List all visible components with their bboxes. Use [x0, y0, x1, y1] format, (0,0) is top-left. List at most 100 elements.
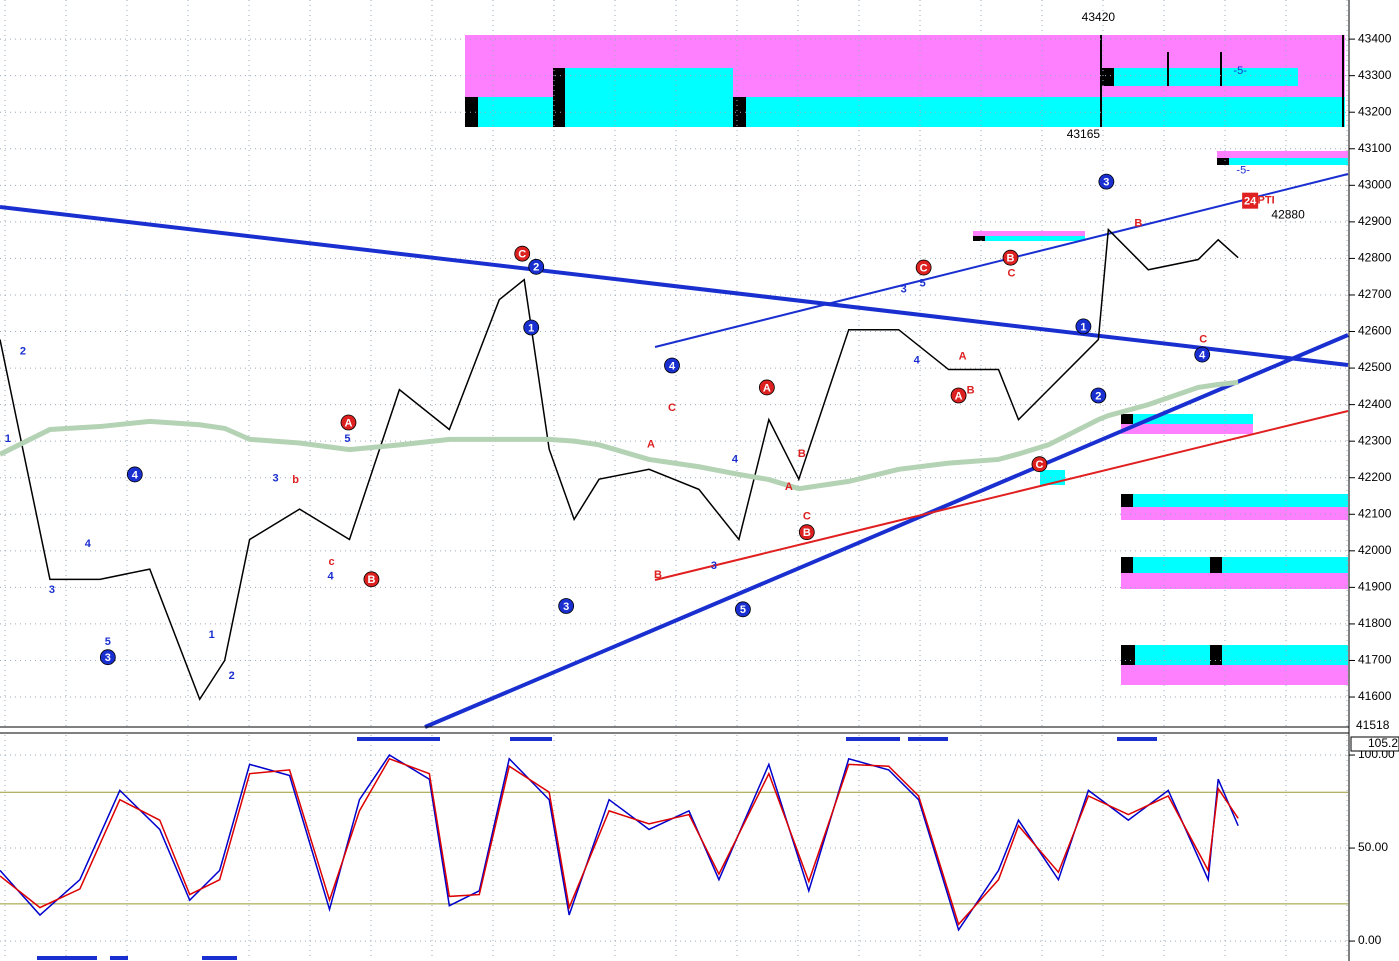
wave-label: A	[345, 417, 353, 429]
wave-label: B	[1134, 218, 1142, 230]
zone-marker	[1100, 68, 1114, 86]
wave-label: C	[668, 402, 676, 414]
wave-label: A	[647, 438, 655, 450]
price-label: 42880	[1271, 207, 1305, 221]
wave-label: C	[920, 262, 928, 274]
trendline	[654, 173, 1349, 348]
y-tick-label: 42200	[1358, 470, 1392, 484]
wave-label: 4	[85, 538, 92, 550]
zone-marker	[1121, 645, 1135, 665]
readout: 105.2	[1368, 736, 1398, 750]
y-tick-label: 42400	[1358, 397, 1392, 411]
wave-label: 5	[920, 278, 926, 290]
y-tick-label: 43400	[1358, 31, 1392, 45]
y-tick-label: 42300	[1358, 433, 1392, 447]
wave-label: C	[803, 510, 811, 522]
y-tick-label: 43000	[1358, 177, 1392, 191]
readout-box	[1350, 736, 1399, 752]
wave-label: A	[955, 390, 963, 402]
y-tick-label: 41800	[1358, 616, 1392, 630]
grid	[0, 0, 1348, 958]
trendlines	[0, 173, 1349, 729]
wave-label: B	[803, 527, 811, 539]
zone	[1121, 645, 1348, 665]
y-tick-label: 41700	[1358, 653, 1392, 667]
zone-marker	[1121, 557, 1133, 573]
wave-label: 3	[273, 472, 279, 484]
wave-circle	[1098, 173, 1115, 190]
trendline	[424, 333, 1349, 729]
wave-circle	[340, 414, 357, 431]
trendline	[0, 205, 1349, 367]
zone	[1217, 158, 1348, 165]
wave-label: 2	[20, 346, 26, 358]
wave-circle	[528, 258, 545, 275]
zone-marker	[465, 97, 478, 127]
wave-label: 1	[5, 433, 11, 445]
y-tick-label: 43300	[1358, 68, 1392, 82]
wave-label: 3	[563, 601, 569, 613]
zone	[1121, 414, 1253, 424]
readout-box	[1351, 719, 1399, 733]
wave-label: 3	[105, 652, 111, 664]
price-label: 43165	[1067, 127, 1101, 141]
wave-circle	[1031, 456, 1048, 473]
y-tick-label: 42500	[1358, 360, 1392, 374]
axis: 43400 43300 43200 43100 43000 42900 42800 42700…	[1349, 31, 1399, 947]
wave-label: 4	[732, 453, 739, 465]
wave-circle	[1194, 346, 1211, 363]
wave-label: PTI	[1258, 195, 1275, 207]
wave-circle	[1002, 249, 1019, 266]
zone-marker	[1121, 414, 1133, 424]
wave-label: 2	[229, 670, 235, 682]
wave-label: B	[1007, 253, 1015, 265]
wave-circle	[1090, 387, 1107, 404]
plot: 43420431654288034345213124ABCABCBCA12345…	[0, 10, 1305, 932]
y-tick-label: 41600	[1358, 689, 1392, 703]
wave-label: 5	[740, 604, 746, 616]
wave-label: 2	[1095, 390, 1101, 402]
y-tick-label: 42800	[1358, 251, 1392, 265]
series-line	[0, 754, 1239, 932]
wave-circle	[798, 524, 815, 541]
zone-marker	[733, 97, 746, 127]
y-tick-label: 42700	[1358, 287, 1392, 301]
wave-label: 3	[711, 560, 717, 572]
readout: 41518	[1356, 718, 1390, 732]
wave-circle	[558, 598, 575, 614]
wave-label: 1	[1080, 321, 1086, 333]
time-markers	[37, 737, 1157, 960]
wave-label: 3	[49, 584, 55, 596]
wave-label: B	[967, 384, 975, 396]
wave-label: B	[798, 448, 806, 460]
price-label: 43420	[1082, 10, 1116, 24]
wave-circle	[758, 379, 775, 396]
wave-label: 1	[528, 322, 534, 334]
zone-marker	[553, 68, 565, 127]
wave-label: 4	[669, 360, 676, 372]
wave-label: B	[654, 569, 662, 581]
zone-marker	[973, 236, 985, 241]
series-line	[0, 227, 1239, 701]
wave-label: b	[292, 474, 299, 486]
wave-label: A	[763, 382, 771, 394]
wave-label: 4	[327, 570, 334, 582]
wave-label: A	[785, 481, 793, 493]
y-tick-label: 42000	[1358, 543, 1392, 557]
wave-label: C	[1199, 333, 1207, 345]
zone-marker	[1210, 557, 1222, 573]
wave-label: 4	[132, 469, 139, 481]
zone	[1121, 494, 1348, 507]
wave-circle	[514, 245, 531, 262]
wave-circle	[99, 649, 116, 666]
wave-label: 3	[901, 283, 907, 295]
wave-circle	[915, 259, 932, 276]
series-line	[0, 757, 1239, 926]
zone-marker	[1121, 494, 1133, 507]
wave-label: C	[1008, 268, 1016, 280]
wave-label: 5	[105, 636, 111, 648]
zone	[985, 236, 1085, 241]
